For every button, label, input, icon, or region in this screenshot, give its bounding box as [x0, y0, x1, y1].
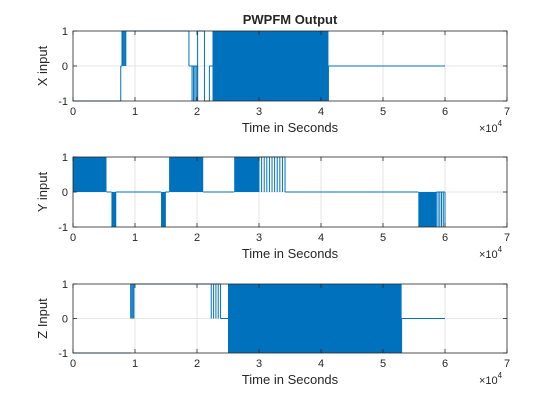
x-tick-label: 0 [70, 358, 76, 370]
y-axis-label: X input [35, 45, 50, 86]
x-multiplier: ×104 [479, 119, 503, 135]
y-tick-label: 0 [62, 61, 68, 73]
x-tick-label: 5 [380, 232, 386, 244]
x-tick-label: 2 [194, 358, 200, 370]
series-dense-switching [73, 157, 107, 192]
x-multiplier: ×104 [479, 371, 503, 387]
x-multiplier-base: ×10 [479, 123, 498, 135]
series-line [73, 283, 445, 354]
series-line [73, 156, 446, 227]
y-axis-label: Z Input [35, 298, 50, 339]
x-multiplier-base: ×10 [479, 375, 498, 387]
x-multiplier: ×104 [479, 245, 503, 261]
x-tick-label: 3 [256, 232, 262, 244]
x-tick-label: 6 [442, 232, 448, 244]
y-tick-label: 0 [62, 187, 68, 199]
x-tick-label: 1 [132, 358, 138, 370]
x-tick-label: 4 [318, 358, 324, 370]
x-tick-label: 4 [318, 232, 324, 244]
series-dense-switching [418, 192, 437, 227]
y-axis-label: Y input [35, 171, 50, 212]
x-tick-label: 0 [70, 106, 76, 118]
x-tick-label: 7 [504, 358, 510, 370]
y-tick-label: 0 [62, 314, 68, 326]
x-tick-label: 6 [442, 358, 448, 370]
y-tick-label: 1 [62, 152, 68, 164]
x-tick-label: 7 [504, 106, 510, 118]
x-tick-label: 3 [256, 106, 262, 118]
x-axis-label: Time in Seconds [242, 120, 339, 135]
x-tick-label: 2 [194, 106, 200, 118]
y-tick-label: -1 [58, 222, 68, 234]
y-tick-label: 1 [62, 26, 68, 38]
x-tick-label: 1 [132, 232, 138, 244]
y-tick-label: -1 [58, 348, 68, 360]
x-tick-label: 2 [194, 232, 200, 244]
y-tick-label: 1 [62, 279, 68, 291]
series-dense-switching [228, 284, 402, 353]
series-dense-switching [212, 31, 329, 101]
series-line [73, 30, 445, 102]
x-tick-label: 6 [442, 106, 448, 118]
chart-title: PWPFM Output [243, 12, 338, 27]
series-dense-switching [161, 192, 166, 227]
series-dense-switching [234, 157, 259, 192]
x-tick-label: 5 [380, 358, 386, 370]
x-tick-label: 1 [132, 106, 138, 118]
y-tick-label: -1 [58, 96, 68, 108]
x-axis-label: Time in Seconds [242, 246, 339, 261]
x-axis-label: Time in Seconds [242, 372, 339, 387]
x-multiplier-exponent: 4 [498, 245, 503, 254]
x-multiplier-base: ×10 [479, 249, 498, 261]
x-multiplier-exponent: 4 [498, 119, 503, 128]
x-tick-label: 4 [318, 106, 324, 118]
series-dense-switching [111, 192, 116, 227]
series-dense-switching [169, 157, 204, 192]
x-tick-label: 3 [256, 358, 262, 370]
x-multiplier-exponent: 4 [498, 371, 503, 380]
x-tick-label: 7 [504, 232, 510, 244]
x-tick-label: 5 [380, 106, 386, 118]
x-tick-label: 0 [70, 232, 76, 244]
